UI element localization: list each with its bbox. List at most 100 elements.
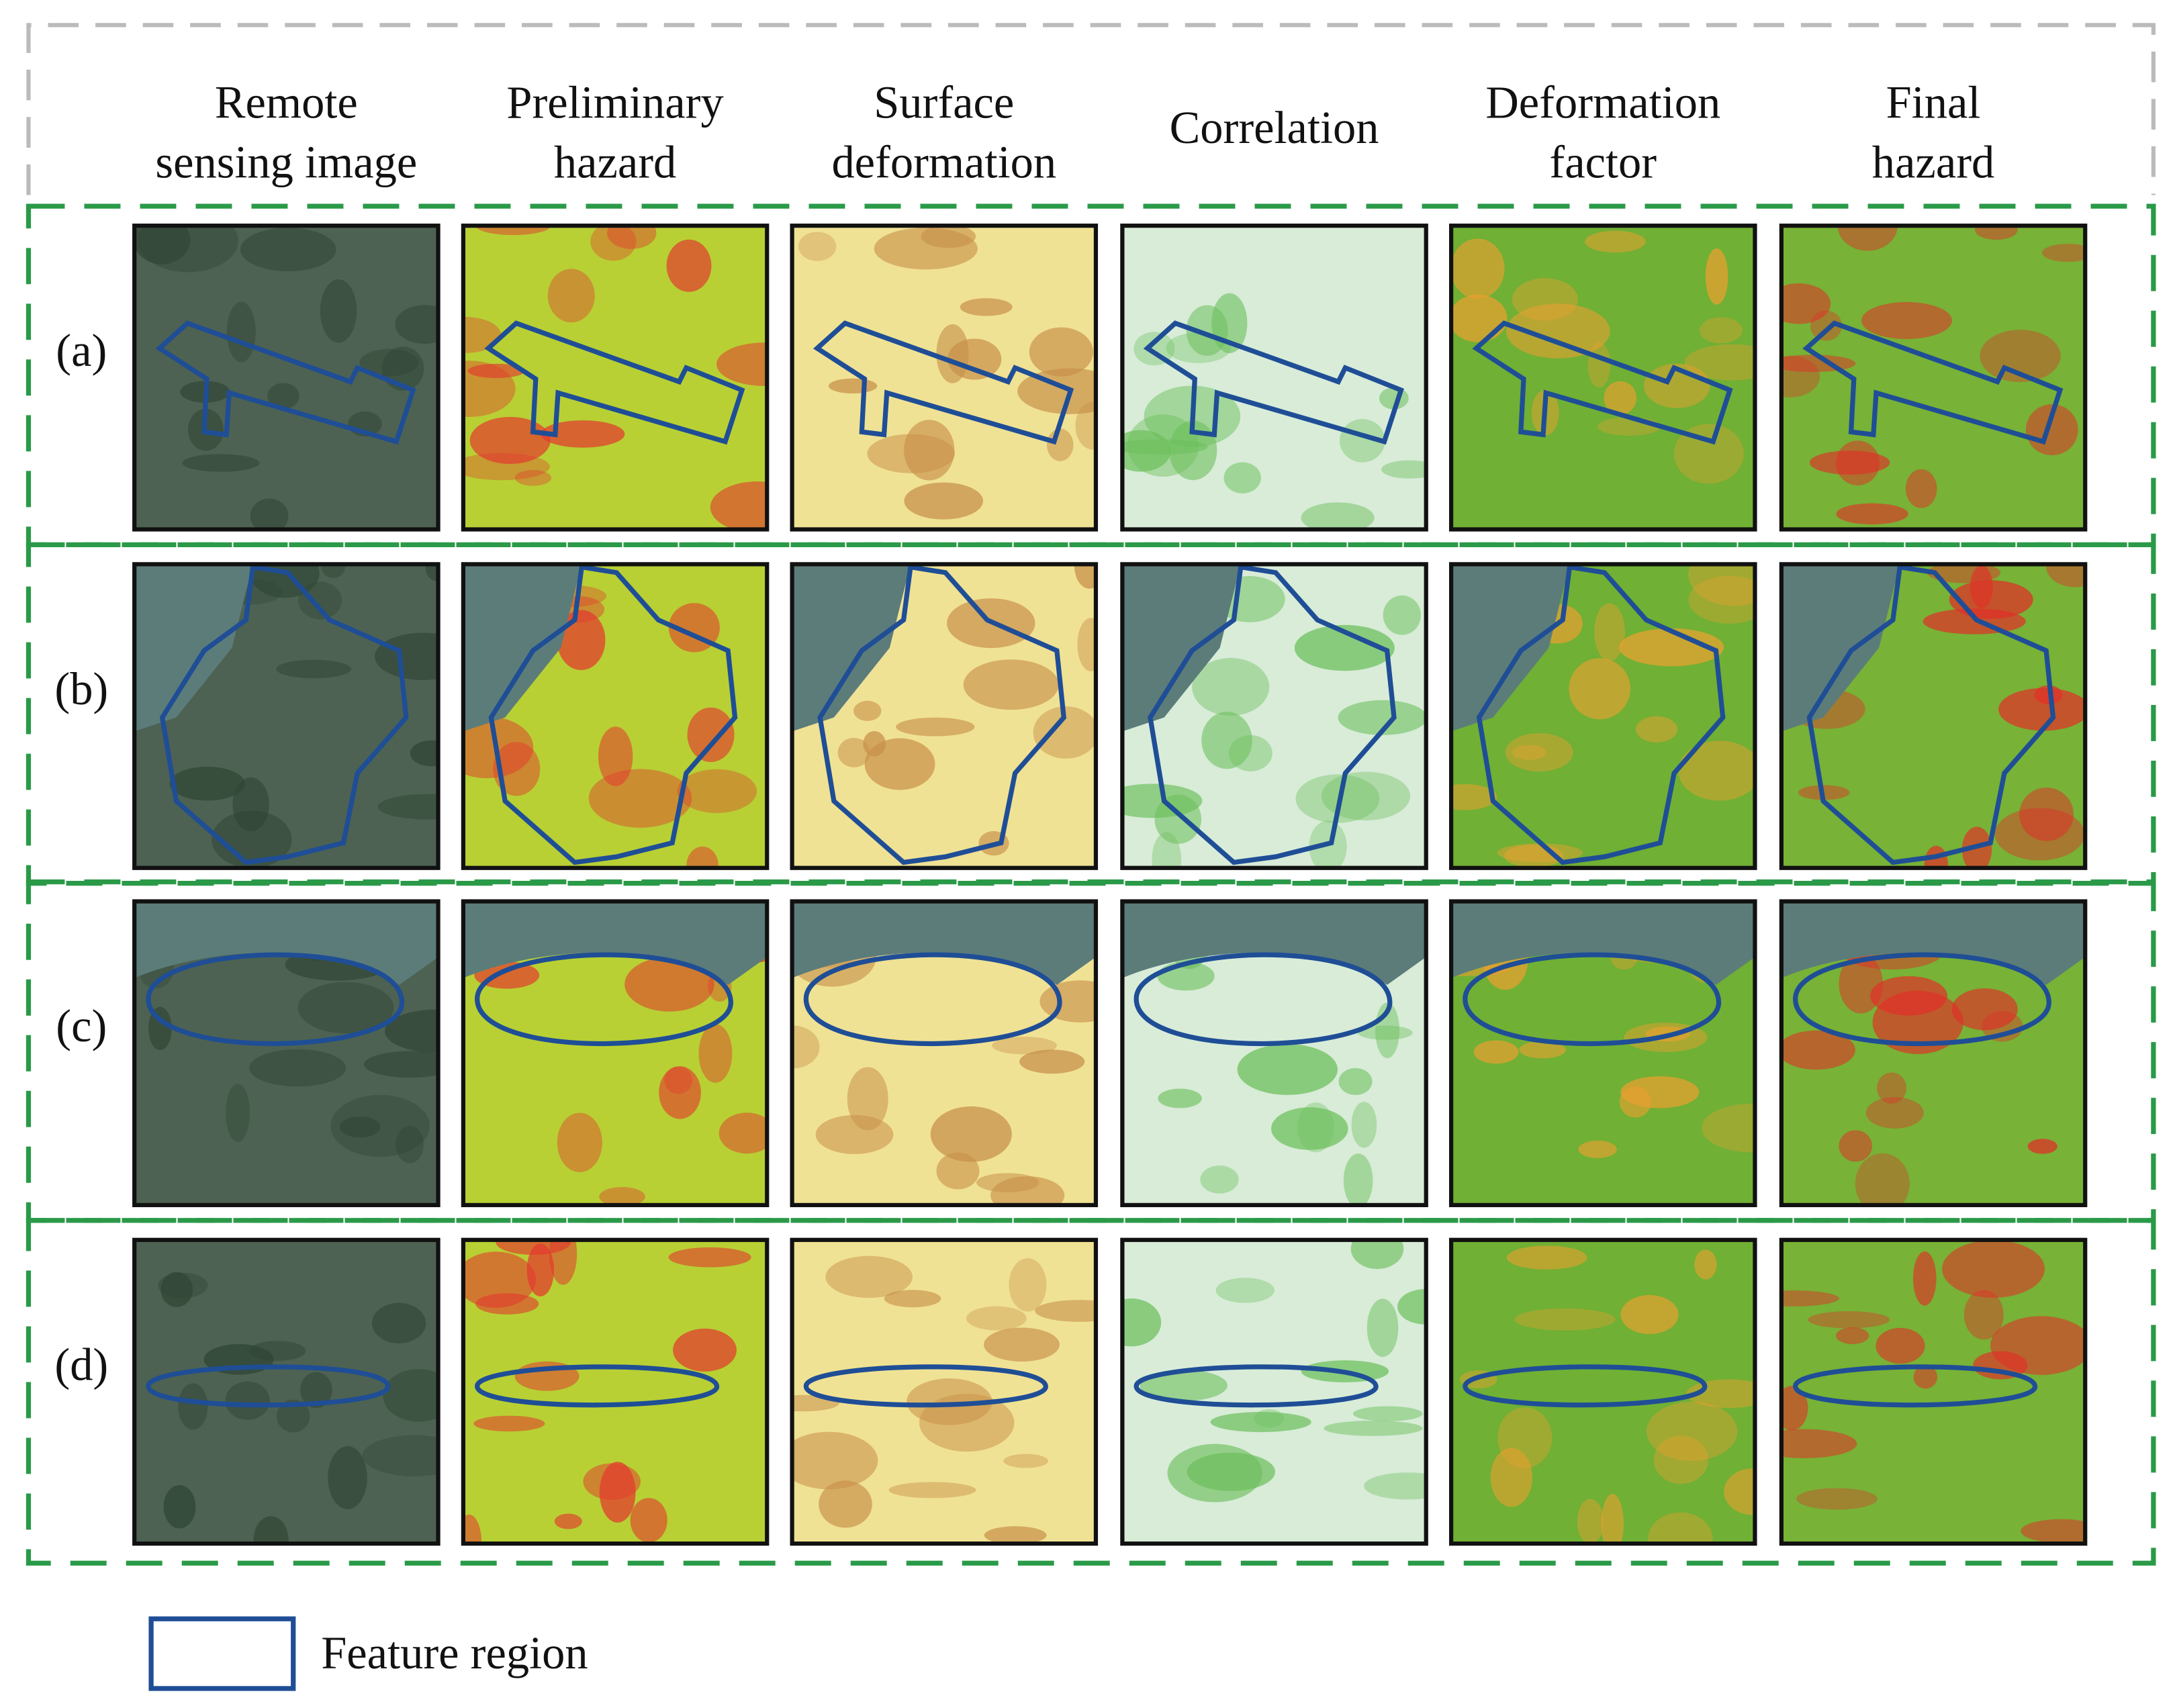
texture	[863, 730, 886, 757]
texture	[1512, 745, 1546, 760]
water	[1781, 564, 1900, 732]
row-label: (c)	[56, 1000, 107, 1051]
texture	[557, 1112, 602, 1173]
panel-image	[134, 226, 438, 530]
panel-border	[1120, 224, 1428, 532]
texture	[1694, 1249, 1717, 1280]
panel-image	[463, 901, 768, 1205]
feature-region	[1806, 564, 2056, 865]
texture	[339, 1116, 381, 1138]
texture	[396, 1126, 424, 1164]
feature-region	[813, 320, 1074, 445]
texture	[463, 1251, 537, 1308]
texture	[1122, 1298, 1162, 1347]
panel-border	[1120, 1237, 1428, 1546]
texture	[1046, 428, 1074, 461]
texture	[1033, 706, 1096, 759]
texture	[1228, 734, 1272, 771]
panel	[1120, 562, 1428, 870]
texture	[1702, 1103, 1755, 1153]
feature-region	[1792, 952, 2051, 1047]
feature-region	[155, 320, 416, 445]
panel-image	[1122, 901, 1426, 1205]
texture	[475, 1293, 539, 1315]
texture	[1364, 1472, 1426, 1500]
texture	[1684, 344, 1755, 381]
texture	[134, 226, 191, 265]
panel-border	[1120, 562, 1428, 870]
texture	[1215, 1278, 1275, 1303]
texture	[966, 1306, 1027, 1331]
texture	[1167, 1443, 1262, 1503]
texture	[1338, 700, 1426, 735]
texture	[1578, 1140, 1617, 1159]
texture	[1601, 1494, 1624, 1544]
texture	[1017, 368, 1096, 414]
texture	[554, 1513, 582, 1529]
feature-region	[146, 1364, 391, 1408]
texture	[1837, 226, 1898, 251]
texture	[359, 348, 419, 377]
texture	[232, 777, 269, 832]
texture	[473, 1415, 545, 1432]
texture	[716, 342, 768, 386]
texture	[686, 846, 719, 868]
panel-border	[790, 224, 1099, 532]
texture	[526, 1243, 555, 1296]
panel-image	[1451, 564, 1755, 868]
column-header: hazard	[554, 137, 676, 188]
texture	[677, 769, 757, 813]
texture	[1075, 401, 1096, 450]
texture	[1019, 1049, 1085, 1074]
texture	[298, 581, 342, 620]
texture	[867, 434, 955, 473]
texture	[1781, 356, 1820, 397]
texture	[1688, 575, 1755, 624]
texture	[960, 298, 1013, 316]
texture	[792, 1431, 878, 1490]
texture	[1855, 1153, 1910, 1205]
texture	[250, 498, 289, 530]
panel-image	[1122, 226, 1426, 530]
texture	[847, 1067, 888, 1131]
texture	[992, 1037, 1058, 1055]
texture	[1781, 1429, 1857, 1458]
texture	[1688, 564, 1755, 606]
texture	[1923, 608, 2026, 634]
panel	[461, 224, 770, 532]
panel-image	[134, 564, 438, 868]
panel	[132, 224, 441, 532]
panel-border	[1448, 562, 1757, 870]
panel-border	[1448, 224, 1757, 532]
panel-border	[132, 1237, 441, 1546]
panel	[1120, 224, 1428, 532]
texture	[300, 1372, 332, 1409]
row-label: (b)	[54, 663, 108, 714]
texture	[1383, 595, 1422, 635]
texture	[664, 1066, 693, 1094]
texture	[240, 228, 336, 272]
texture	[1724, 1468, 1755, 1515]
panel-border	[1779, 562, 2088, 870]
feature-region	[159, 564, 409, 865]
texture	[253, 1516, 289, 1544]
panel	[461, 1237, 770, 1546]
feature-region	[1463, 952, 1722, 1047]
texture	[163, 1485, 196, 1529]
panel-image	[1122, 1239, 1426, 1544]
feature-region	[1472, 320, 1733, 445]
texture	[666, 239, 712, 292]
texture	[1237, 1044, 1338, 1095]
texture	[1994, 808, 2085, 861]
column-header: sensing image	[155, 137, 417, 188]
texture	[1577, 1499, 1604, 1544]
texture	[541, 420, 625, 448]
row-label: (d)	[54, 1339, 108, 1390]
texture	[160, 1272, 193, 1307]
texture	[1963, 1290, 2004, 1340]
texture	[1343, 1153, 1373, 1205]
panel-image	[1781, 564, 2086, 868]
texture	[896, 717, 975, 737]
texture	[2046, 564, 2086, 587]
texture	[474, 961, 540, 989]
